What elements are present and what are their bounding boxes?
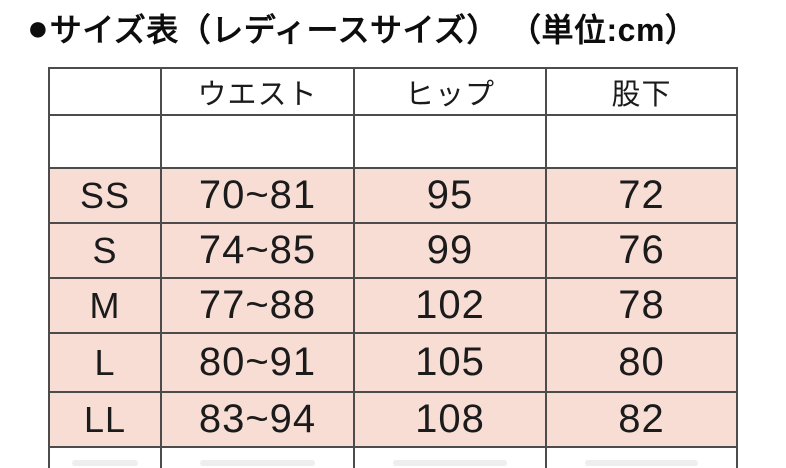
size-table: ウエスト ヒップ 股下 SS 70~81 95 72 S (48, 67, 738, 468)
table-row-blank (48, 114, 738, 169)
inseam-value: 76 (545, 222, 738, 279)
waist-value: 70~81 (160, 167, 355, 224)
page-title: ● サイズ表（レディースサイズ） （単位:cm） (27, 2, 697, 54)
partial-cell (160, 446, 355, 468)
size-label: M (48, 277, 162, 334)
partial-cell (545, 446, 738, 468)
hip-value: 95 (353, 167, 547, 224)
hip-value: 99 (353, 222, 547, 279)
blank-waist-cell (160, 114, 355, 169)
size-label: S (48, 222, 162, 279)
waist-value: 83~94 (160, 391, 355, 448)
table-header-row: ウエスト ヒップ 股下 (48, 67, 738, 116)
size-label: L (48, 332, 162, 393)
table-row-partial-clipped (48, 446, 738, 468)
size-table-container: ウエスト ヒップ 股下 SS 70~81 95 72 S (48, 67, 740, 468)
hip-value: 102 (353, 277, 547, 334)
partial-cell (353, 446, 547, 468)
page-title-text: サイズ表（レディースサイズ） (49, 12, 499, 48)
table-row-m: M 77~88 102 78 (48, 277, 738, 334)
blank-inseam-cell (545, 114, 738, 169)
waist-value: 74~85 (160, 222, 355, 279)
inseam-value: 78 (545, 277, 738, 334)
col-header-waist: ウエスト (160, 67, 355, 116)
col-header-size (48, 67, 162, 116)
hip-value: 105 (353, 332, 547, 393)
bullet-icon: ● (27, 7, 49, 48)
waist-value: 77~88 (160, 277, 355, 334)
size-label: SS (48, 167, 162, 224)
hip-value: 108 (353, 391, 547, 448)
inseam-value: 82 (545, 391, 738, 448)
col-header-inseam: 股下 (545, 67, 738, 116)
blank-size-cell (48, 114, 162, 169)
unit-label: （単位:cm） (509, 12, 698, 48)
size-label: LL (48, 391, 162, 448)
table-row-ss: SS 70~81 95 72 (48, 167, 738, 224)
waist-value: 80~91 (160, 332, 355, 393)
table-row-s: S 74~85 99 76 (48, 222, 738, 279)
blank-hip-cell (353, 114, 547, 169)
col-header-hip: ヒップ (353, 67, 547, 116)
table-row-ll: LL 83~94 108 82 (48, 391, 738, 448)
inseam-value: 80 (545, 332, 738, 393)
inseam-value: 72 (545, 167, 738, 224)
partial-cell (48, 446, 162, 468)
table-row-l: L 80~91 105 80 (48, 332, 738, 393)
